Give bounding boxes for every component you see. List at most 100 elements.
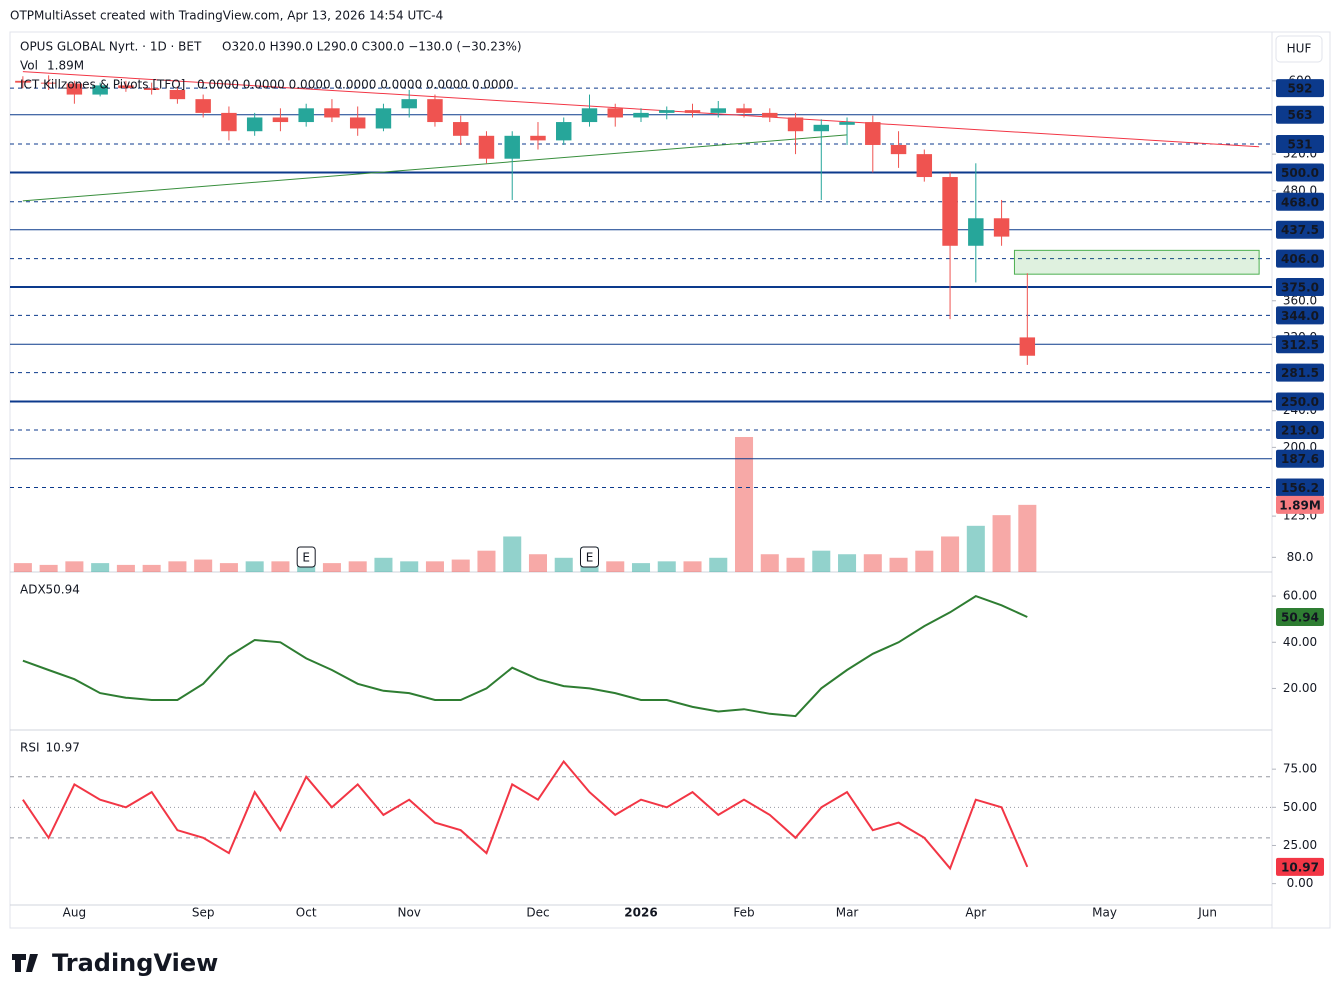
level-label-box <box>1276 392 1324 411</box>
candle-body <box>736 108 752 113</box>
volume-bar <box>322 563 341 572</box>
y-tick-label: 80.0 <box>1287 550 1314 564</box>
candle-body <box>710 108 726 113</box>
value-label: 10.97 <box>1281 860 1319 874</box>
indicator-value: 50.94 <box>46 583 80 597</box>
candle-body <box>787 117 804 132</box>
level-label: 531 <box>1287 138 1312 152</box>
symbol-title: OPUS GLOBAL Nyrt. · 1D · BET <box>20 40 202 54</box>
volume-label-box <box>1276 495 1324 514</box>
currency: HUF <box>1287 42 1312 56</box>
indicator-name: ICT Killzones & Pivots [TFO] <box>20 78 185 92</box>
volume-bar <box>271 561 290 572</box>
candle-body <box>968 218 984 246</box>
candle-body <box>839 122 855 125</box>
x-tick-label: Aug <box>63 906 86 920</box>
candle-body <box>504 135 520 159</box>
y-tick-label: 360.0 <box>1283 293 1317 307</box>
y-tick-label: 0.00 <box>1287 876 1314 890</box>
volume-bar <box>863 554 882 572</box>
candle-body <box>762 112 778 118</box>
candle-body <box>272 117 289 123</box>
level-label-box <box>1276 192 1324 211</box>
volume-bar <box>528 554 547 572</box>
indicator-values: 0.0000 0.0000 0.0000 0.0000 0.0000 0.000… <box>197 78 514 92</box>
logo: TradingView <box>52 949 218 977</box>
value-label-box <box>1276 608 1324 627</box>
candle-body <box>607 108 623 118</box>
volume-bar <box>194 559 213 572</box>
candle-body <box>633 112 649 118</box>
volume-value: 1.89M <box>47 59 84 73</box>
candle-body <box>66 83 83 95</box>
volume-bar <box>709 557 728 572</box>
volume-bar <box>735 437 754 572</box>
candle-body <box>993 218 1010 237</box>
candle-body <box>452 122 469 136</box>
volume-bar <box>477 550 496 572</box>
volume-bar <box>941 536 960 572</box>
x-tick-label: 2026 <box>624 906 657 920</box>
volume-bar <box>65 561 84 572</box>
candle-body <box>581 108 598 123</box>
y-tick-label: 20.00 <box>1283 681 1317 695</box>
candle-body <box>298 108 314 123</box>
level-label: 406.0 <box>1281 252 1319 266</box>
volume-bar <box>554 557 573 572</box>
candle-body <box>143 88 160 90</box>
level-label: 250.0 <box>1281 395 1319 409</box>
level-label: 281.5 <box>1281 366 1319 380</box>
y-tick-label: 40.00 <box>1283 635 1317 649</box>
y-tick-label: 50.00 <box>1283 800 1317 814</box>
indicator-line <box>22 594 1028 718</box>
currency-box <box>1275 35 1323 63</box>
level-label-box <box>1276 306 1324 325</box>
y-tick-label: 75.00 <box>1283 762 1317 776</box>
candle-body <box>813 124 830 132</box>
level-label-box <box>1276 105 1324 124</box>
x-tick-label: Feb <box>733 906 754 920</box>
volume-bar <box>760 554 779 572</box>
level-label: 187.6 <box>1281 452 1319 466</box>
volume-bar <box>168 561 187 572</box>
level-label-box <box>1276 478 1324 497</box>
volume-bar <box>348 561 367 572</box>
candle-body <box>324 108 340 118</box>
y-tick-label: 25.00 <box>1283 838 1317 852</box>
candle-body <box>221 112 237 132</box>
level-label-box <box>1276 278 1324 297</box>
x-tick-label: Nov <box>397 906 420 920</box>
credit: OTPMultiAsset created with TradingView.c… <box>10 9 443 23</box>
level-label-box <box>1276 249 1324 268</box>
volume-bar <box>503 536 522 572</box>
volume-bar <box>1018 504 1037 572</box>
volume-bar <box>889 557 908 572</box>
level-label-box <box>1276 335 1324 354</box>
ohlc: O320.0 H390.0 L290.0 C300.0 −130.0 (−30.… <box>222 40 522 54</box>
volume-bar <box>786 557 805 572</box>
level-label-box <box>1276 220 1324 239</box>
x-tick-label: May <box>1092 906 1117 920</box>
level-label-box <box>1276 420 1324 439</box>
candle-body <box>427 99 443 123</box>
candle-body <box>916 154 933 178</box>
volume-bar <box>245 561 264 572</box>
volume-bar <box>683 561 702 572</box>
volume-bar <box>606 561 625 572</box>
candle-body <box>169 89 186 100</box>
fvg-zone <box>1013 249 1260 275</box>
candle-body <box>40 82 57 84</box>
level-label: 437.5 <box>1281 223 1319 237</box>
candle-body <box>556 122 572 141</box>
candle-body <box>942 177 958 246</box>
event-marker <box>296 546 316 568</box>
candle-body <box>684 110 701 113</box>
x-tick-label: Dec <box>526 906 549 920</box>
volume-bar <box>966 525 985 572</box>
candle-body <box>92 85 108 95</box>
volume-bar <box>838 554 857 572</box>
value-label: 50.94 <box>1281 611 1319 625</box>
candle-body <box>530 135 546 141</box>
chart-frame <box>9 31 1331 929</box>
